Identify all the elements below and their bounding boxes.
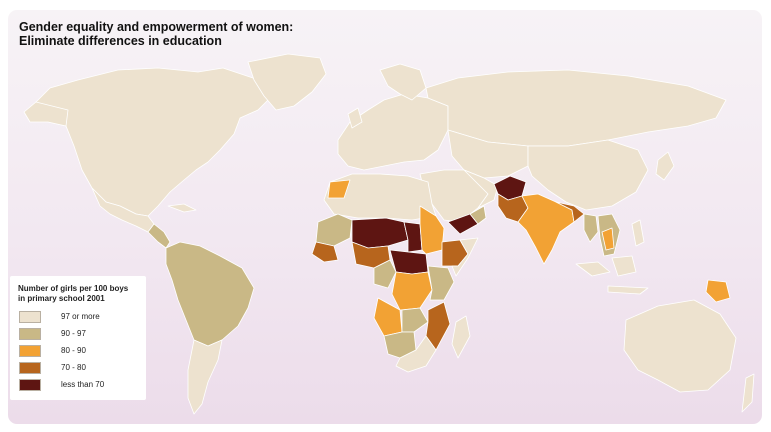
myanmar	[583, 213, 599, 243]
legend-label: 90 - 97	[61, 329, 86, 338]
legend-title-line-1: Number of girls per 100 boys	[18, 284, 129, 293]
laos-cambodia	[601, 227, 615, 251]
indonesia-1	[575, 261, 611, 277]
map-title-line-2: Eliminate differences in education	[19, 34, 222, 48]
cuba	[167, 203, 197, 213]
oman	[469, 205, 487, 225]
mali-niger	[351, 217, 409, 249]
somalia	[451, 237, 479, 277]
south-america-north	[165, 241, 255, 347]
east-africa	[427, 265, 455, 301]
legend-swatch	[19, 311, 41, 323]
legend-label: 80 - 90	[61, 346, 86, 355]
papua-new-guinea	[705, 279, 731, 303]
south-africa	[395, 335, 437, 373]
legend-swatch	[19, 379, 41, 391]
japan	[655, 151, 675, 181]
legend-title-line-2: in primary school 2001	[18, 294, 105, 303]
map-panel: Gender equality and empowerment of women…	[8, 10, 762, 424]
legend-label: 70 - 80	[61, 363, 86, 372]
south-america-south	[187, 339, 223, 415]
scandinavia	[379, 63, 427, 101]
guinea-coast	[311, 241, 339, 263]
west-africa-1	[315, 213, 353, 247]
iran	[463, 169, 499, 209]
indonesia-2	[611, 255, 637, 277]
legend-swatch	[19, 345, 41, 357]
uk	[347, 107, 363, 129]
china	[527, 139, 649, 211]
central-africa	[389, 249, 429, 275]
legend-title: Number of girls per 100 boys in primary …	[18, 284, 143, 304]
philippines	[631, 219, 645, 247]
map-title: Gender equality and empowerment of women…	[19, 20, 293, 48]
greenland	[247, 53, 327, 111]
world-map	[23, 53, 755, 415]
legend-swatch	[19, 362, 41, 374]
indonesia-3	[607, 285, 649, 295]
north-america	[35, 67, 271, 217]
legend-label: less than 70	[61, 380, 105, 389]
russia	[425, 69, 727, 147]
central-america	[147, 223, 171, 249]
cameroon-gabon	[373, 259, 397, 289]
legend-swatch	[19, 328, 41, 340]
europe	[337, 93, 449, 171]
drc	[391, 271, 433, 311]
zambia	[401, 307, 429, 333]
sudan	[419, 205, 445, 255]
morocco	[327, 179, 351, 199]
madagascar	[451, 315, 471, 359]
chad	[403, 221, 423, 253]
central-asia	[447, 129, 529, 179]
australia	[623, 299, 737, 393]
map-title-line-1: Gender equality and empowerment of women…	[19, 20, 294, 34]
new-zealand	[741, 373, 755, 413]
alaska	[23, 101, 69, 127]
legend: Number of girls per 100 boys in primary …	[10, 276, 146, 400]
nepal-bangladesh	[555, 201, 585, 223]
legend-label: 97 or more	[61, 312, 100, 321]
